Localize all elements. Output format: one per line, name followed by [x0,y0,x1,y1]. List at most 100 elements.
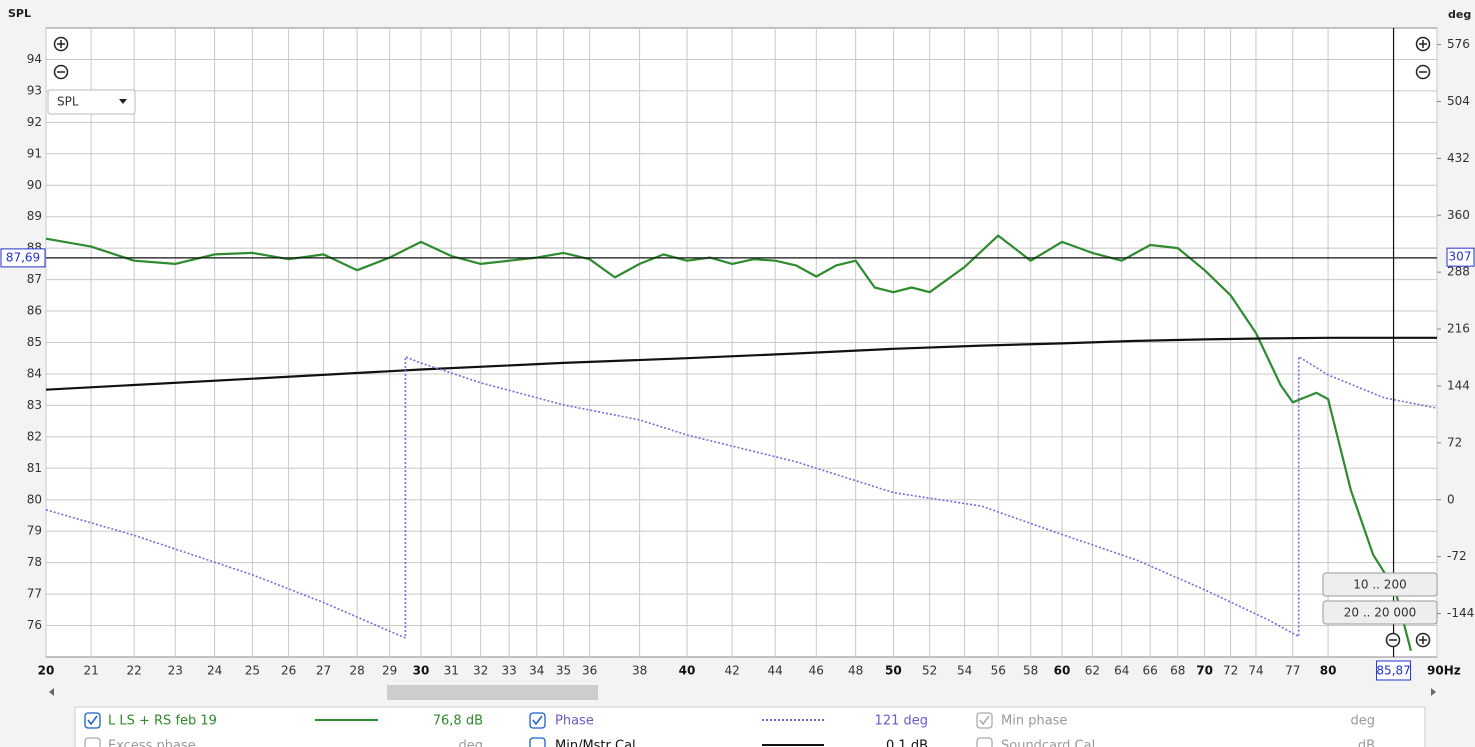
scrollbar[interactable] [49,685,1436,700]
view-dropdown[interactable]: SPL [47,89,136,115]
legend-label: Excess phase [108,739,196,747]
x-tick-label: 27 [316,664,331,678]
zoom-in-left[interactable] [53,36,69,52]
x-tick-label: 64 [1114,664,1129,678]
zoom-out-right[interactable] [1415,64,1431,80]
legend-label: Phase [555,714,594,729]
series-line [45,336,1437,391]
x-tick-label: 77 [1285,664,1300,678]
x-tick-label: 66 [1143,664,1158,678]
cursor-box [0,248,46,268]
button-label: 20 .. 20 000 [1344,606,1417,620]
x-tick-label: 38 [632,664,647,678]
y2-tick-label: 360 [1447,208,1470,222]
x-tick-label: 68 [1170,664,1185,678]
grid [45,28,1438,657]
y2-tick-label: 432 [1447,151,1470,165]
y2-tick-label: 288 [1447,265,1470,279]
y-axis-title: SPL [8,7,31,20]
y-tick-label: 93 [27,83,42,97]
range-button[interactable]: 20 .. 20 000 [1322,600,1438,625]
button-label: 10 .. 200 [1353,578,1406,592]
x-tick-label: 36 [582,664,597,678]
x-tick-label: 80 [1320,664,1337,678]
legend-checkbox[interactable] [529,737,546,747]
legend-checkbox[interactable] [529,712,546,729]
zoom-in-right[interactable] [1415,36,1431,52]
x-tick-label: 21 [83,664,98,678]
series-line [45,234,1412,651]
y-tick-label: 94 [27,52,42,66]
y-tick-label: 78 [27,555,42,569]
y2-tick-label: 216 [1447,322,1470,336]
y-tick-label: 87 [27,272,42,286]
legend-label: Min/Mstr Cal [555,739,636,747]
labels: 20 21 22 23 24 25 26 27 28 29 30 31 32 33 34 35 36 38 40 42… [0,37,1475,681]
cursor-x-label: 85,87 [1376,664,1410,678]
y2-tick-label: 576 [1447,37,1470,51]
x-tick-label: 74 [1248,664,1263,678]
x-tick-label: 44 [768,664,783,678]
y-tick-label: 92 [27,115,42,129]
y-tick-label: 82 [27,429,42,443]
x-tick-label: 40 [679,664,696,678]
y2-tick-label: -72 [1447,549,1467,563]
x-tick-label: 34 [529,664,544,678]
x-tick-label: 58 [1023,664,1038,678]
cursor-y2-label: 307 [1449,250,1472,264]
y2-axis-title: deg [1448,8,1471,21]
legend-label: Min phase [1001,714,1067,729]
x-tick-label: 30 [413,664,430,678]
series-line [45,355,1438,639]
series-layer [45,28,1438,657]
legend-checkbox[interactable] [976,712,993,729]
y-tick-label: 77 [27,587,42,601]
x-tick-label: 25 [245,664,260,678]
y-tick-label: 79 [27,524,42,538]
x-tick-label: 28 [350,664,365,678]
legend-label: L LS + RS feb 19 [108,714,217,729]
x-tick-label: 42 [725,664,740,678]
x-tick-label: 22 [127,664,142,678]
x-tick-label: 46 [809,664,824,678]
legend-checkbox[interactable] [84,712,101,729]
cursor-box [1376,660,1412,681]
x-tick-label: 23 [168,664,183,678]
legend-readout: 0,1 dB [886,739,928,747]
zoom-in-x[interactable] [1415,632,1431,648]
x-tick-label: 24 [207,664,222,678]
x-tick-label: 70 [1196,664,1213,678]
y-tick-label: 85 [27,335,42,349]
legend-checkbox[interactable] [976,737,993,747]
y-tick-label: 91 [27,146,42,160]
zoom-out-x[interactable] [1385,632,1401,648]
legend-checkbox[interactable] [84,737,101,747]
dropdown-label: SPL [57,95,79,109]
y2-tick-label: 0 [1447,492,1455,506]
cursor-box [1446,247,1475,267]
y2-tick-label: -144 [1447,606,1474,620]
y-tick-label: 86 [27,304,42,318]
y-tick-label: 90 [27,178,42,192]
x-tick-label: 52 [922,664,937,678]
x-tick-label: 56 [991,664,1006,678]
x-tick-label: 35 [556,664,571,678]
y-tick-label: 83 [27,398,42,412]
range-button[interactable]: 10 .. 200 [1322,572,1438,597]
cursor-y-label: 87,69 [6,250,40,264]
y-tick-label: 81 [27,461,42,475]
x-tick-label: 29 [382,664,397,678]
legend-unit: deg [458,739,483,747]
x-tick-label: 62 [1085,664,1100,678]
y-tick-label: 80 [27,492,42,506]
x-tick-label: 72 [1223,664,1238,678]
x-tick-label: 26 [281,664,296,678]
legend-label: Soundcard Cal [1001,739,1095,747]
x-tick-label: 48 [848,664,863,678]
legend-unit: dB [1358,739,1375,747]
x-tick-label: 31 [444,664,459,678]
x-tick-label: 20 [38,664,55,678]
zoom-out-left[interactable] [53,64,69,80]
